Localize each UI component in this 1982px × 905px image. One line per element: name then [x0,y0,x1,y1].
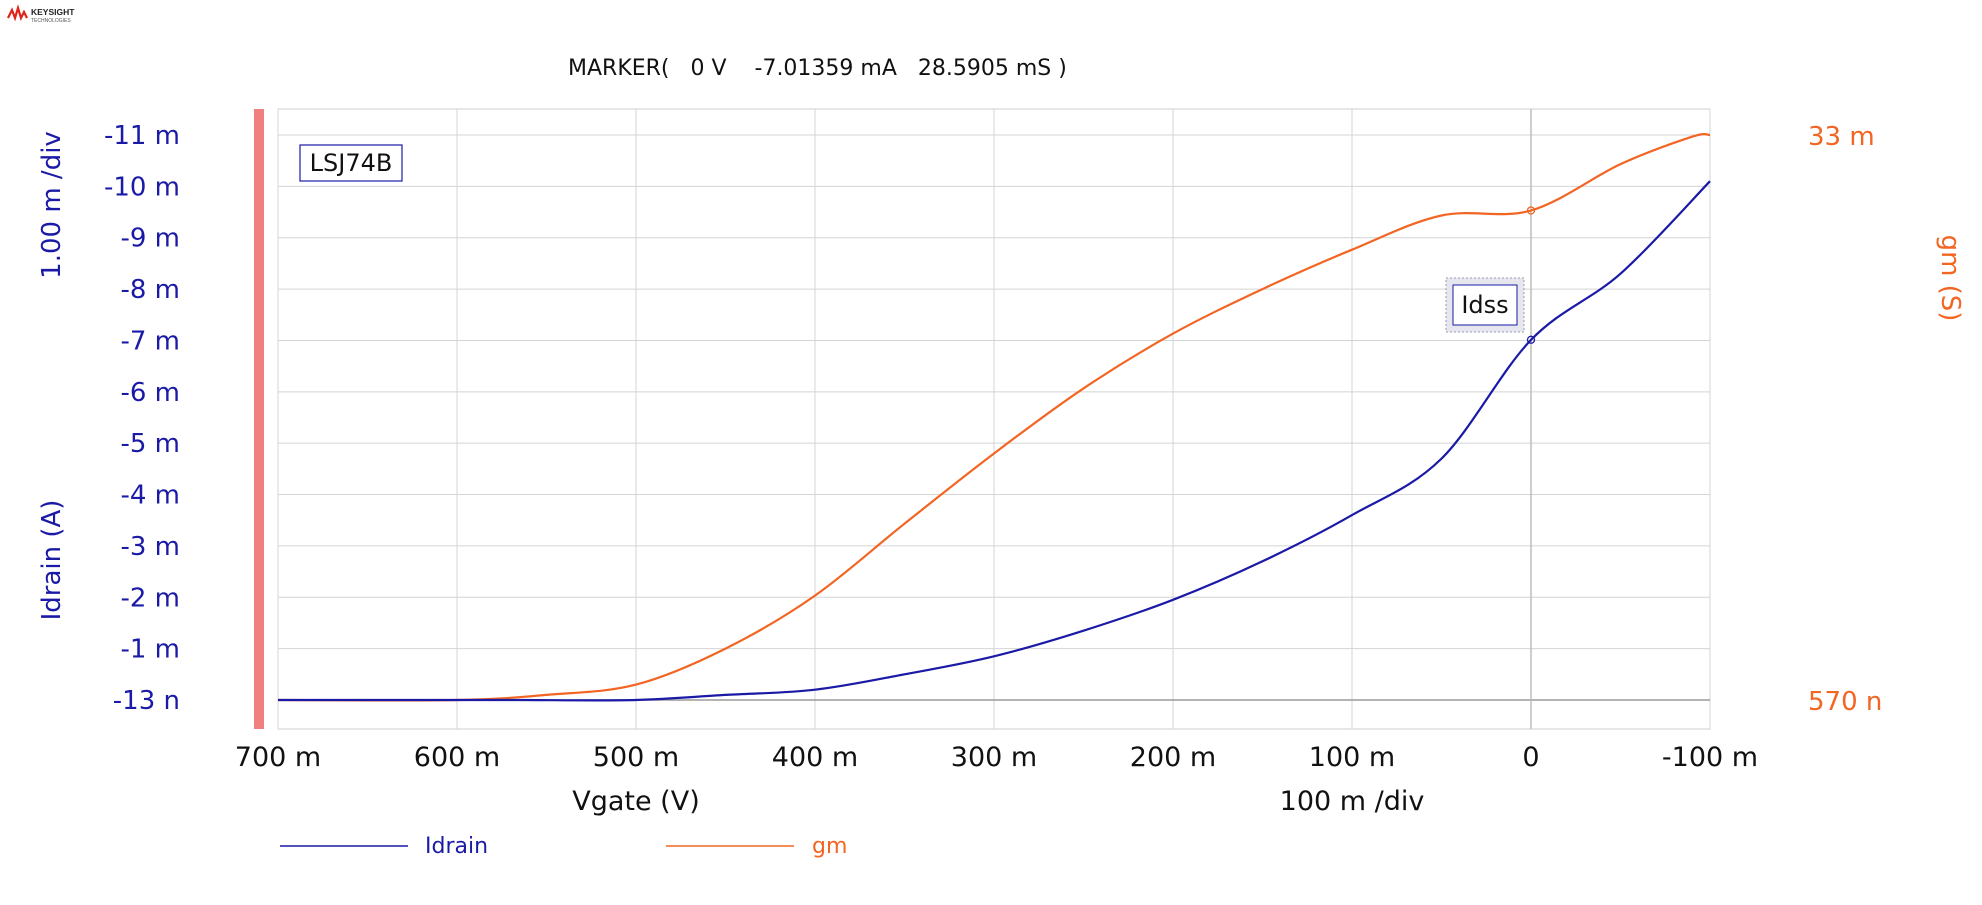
y1-scale-label: 1.00 m /div [37,131,67,279]
series-line-gm [277,133,1711,702]
y2-top-label: 33 m [1808,122,1875,152]
y2-axis-label: gm (S) [1935,235,1965,322]
x-tick-label: -100 m [1662,742,1758,773]
x-tick-label: 600 m [414,742,500,773]
marker-point-idrain[interactable] [1526,335,1536,344]
legend: Idrain gm [280,834,847,859]
y2-bottom-label: 570 n [1808,687,1882,717]
y1-tick-label: -2 m [120,583,180,613]
y1-tick-label: -3 m [120,532,180,562]
keysight-wave-icon [7,4,28,22]
device-label-box: LSJ74B [299,144,403,182]
x-tick-label: 700 m [235,742,321,773]
grid [277,109,1711,729]
x-axis-label: Vgate (V) [572,786,699,817]
y1-tick-label: -9 m [120,224,180,254]
idss-label: Idss [1461,291,1508,319]
marker-readout: MARKER( 0 V -7.01359 mA 28.5905 mS ) [568,56,1067,81]
x-tick-label: 0 [1522,742,1539,773]
x-tick-label: 300 m [951,742,1037,773]
x-scale-label: 100 m /div [1280,786,1425,817]
x-tick-label: 400 m [772,742,858,773]
device-label: LSJ74B [310,149,393,177]
logo-line1: KEYSIGHT [31,7,75,17]
left-accent-bar [254,109,264,729]
y1-tick-labels: -11 m -10 m -9 m -8 m -7 m -6 m -5 m -4 m -3 m -2… [104,121,180,716]
y1-tick-label: -5 m [120,429,180,459]
y1-tick-label: -11 m [104,121,180,151]
idss-annotation[interactable]: Idss [1445,277,1525,333]
x-tick-label: 500 m [593,742,679,773]
series-line-idrain [278,180,1711,702]
y1-tick-label: -13 n [113,686,180,716]
y1-tick-label: -8 m [120,275,180,305]
y1-tick-label: -10 m [104,172,180,202]
x-tick-label: 100 m [1309,742,1395,773]
y1-tick-label: -6 m [120,378,180,408]
keysight-logo: KEYSIGHT TECHNOLOGIES [7,4,75,24]
y1-tick-label: -7 m [120,326,180,356]
legend-label-idrain: Idrain [425,834,488,859]
legend-label-gm: gm [812,834,847,859]
y1-tick-label: -4 m [120,481,180,511]
y1-axis-label: Idrain (A) [37,500,67,621]
x-tick-label: 200 m [1130,742,1216,773]
logo-line2: TECHNOLOGIES [31,18,71,24]
marker-point-gm[interactable] [1526,206,1536,215]
x-tick-labels: 700 m 600 m 500 m 400 m 300 m 200 m 100 m 0 -100… [235,742,1758,773]
y1-tick-label: -1 m [120,635,180,665]
